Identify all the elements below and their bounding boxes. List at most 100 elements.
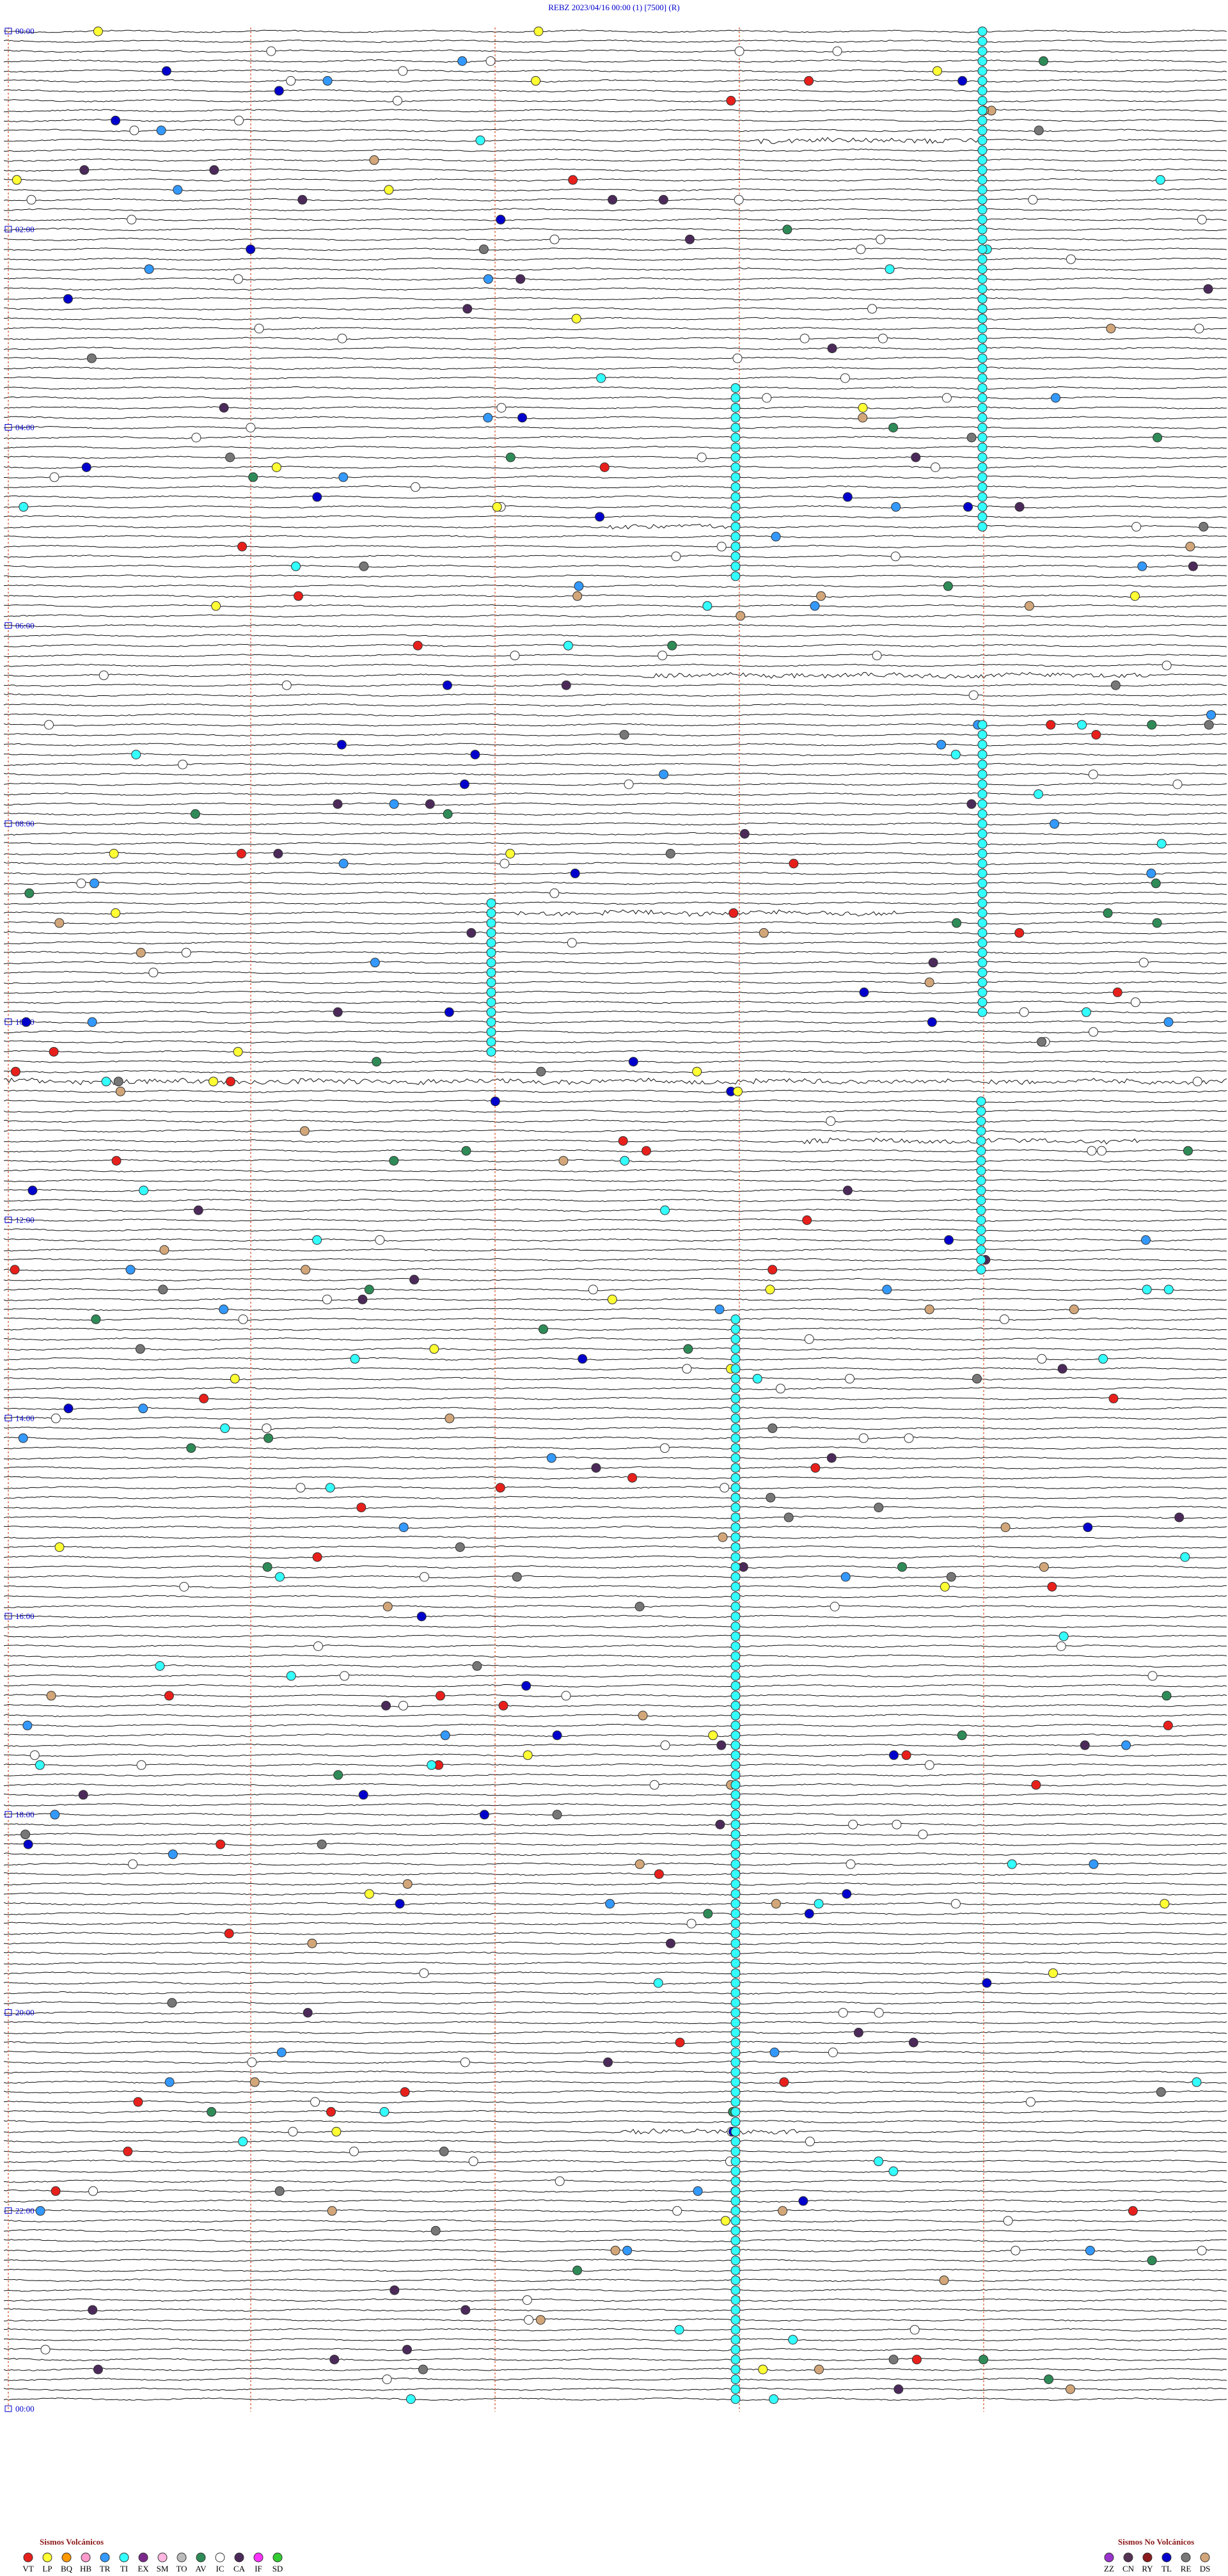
event-marker (1131, 521, 1142, 532)
seismic-trace (3, 1505, 1227, 1510)
event-marker (977, 36, 988, 46)
event-marker (977, 56, 988, 66)
event-marker (758, 2364, 768, 2375)
seismic-trace (3, 909, 1227, 917)
event-marker (730, 2137, 741, 2147)
seismic-trace (3, 356, 1227, 360)
seismic-trace (3, 1258, 1227, 1262)
event-marker (686, 1918, 697, 1929)
event-marker (977, 809, 988, 819)
seismic-trace (3, 1426, 1227, 1430)
event-marker (927, 1017, 937, 1027)
event-marker (209, 1077, 218, 1087)
seismic-trace (3, 2120, 1227, 2124)
event-marker (730, 551, 741, 562)
event-marker (190, 809, 200, 819)
seismic-trace (3, 921, 1227, 925)
event-marker (155, 1661, 165, 1671)
event-marker (771, 1899, 781, 1909)
event-marker (1180, 1552, 1190, 1562)
event-marker (486, 1017, 496, 1027)
legend-swatch (272, 2552, 283, 2563)
seismic-trace (3, 2110, 1227, 2114)
event-marker (416, 1611, 427, 1622)
event-marker (486, 1027, 496, 1037)
event-marker (977, 947, 988, 958)
event-marker (928, 958, 938, 968)
event-marker (216, 1839, 226, 1849)
seismic-trace (3, 208, 1227, 212)
event-marker (322, 1294, 332, 1304)
event-marker (40, 2344, 51, 2355)
seismic-trace (3, 604, 1227, 608)
event-marker (940, 1582, 950, 1592)
seismic-trace (3, 2229, 1227, 2232)
event-marker (254, 324, 264, 334)
seismic-trace (3, 523, 1227, 530)
event-marker (730, 2305, 741, 2315)
event-marker (310, 2097, 320, 2107)
event-marker (286, 75, 296, 86)
event-marker (804, 1334, 814, 1344)
event-marker (337, 333, 347, 344)
seismic-trace (3, 683, 1227, 687)
seismic-trace (3, 2199, 1227, 2203)
event-marker (730, 2048, 741, 2057)
event-marker (273, 849, 283, 858)
seismic-trace (3, 1347, 1227, 1351)
seismic-trace (3, 1723, 1227, 1727)
event-marker (977, 462, 988, 472)
seismic-trace (3, 158, 1227, 162)
event-marker (49, 1047, 59, 1057)
event-marker (49, 472, 59, 482)
event-marker (736, 611, 746, 621)
seismic-trace (3, 763, 1227, 766)
event-marker (977, 373, 988, 383)
event-marker (730, 561, 741, 571)
event-marker (730, 1622, 741, 1631)
event-marker (976, 1156, 986, 1166)
event-marker (730, 1760, 741, 1770)
event-marker (888, 2355, 899, 2365)
event-marker (977, 294, 988, 304)
seismic-trace (3, 822, 1227, 826)
seismic-trace (3, 1218, 1227, 1222)
event-marker (1085, 2245, 1095, 2256)
event-marker (246, 423, 256, 432)
event-marker (977, 482, 988, 492)
legend-title: Sismos No Volcánicos (1118, 2537, 1194, 2547)
event-marker (26, 194, 36, 205)
seismic-trace (3, 1327, 1227, 1331)
seismic-trace (4, 2041, 1227, 2044)
event-marker (730, 1364, 741, 1374)
event-marker (1163, 1720, 1173, 1730)
time-label: 22:00 (15, 2206, 35, 2215)
event-marker (1141, 1235, 1151, 1245)
event-marker (730, 1602, 741, 1611)
seismic-trace (3, 1248, 1227, 1252)
event-marker (1160, 1899, 1170, 1909)
event-marker (977, 720, 988, 730)
event-marker (505, 452, 516, 462)
event-marker (977, 770, 988, 780)
event-marker (364, 1284, 374, 1295)
event-marker (288, 2126, 298, 2137)
event-marker (440, 1730, 450, 1741)
event-marker (941, 393, 952, 403)
event-marker (653, 1978, 663, 1988)
event-marker (12, 175, 22, 185)
event-marker (1028, 194, 1038, 205)
event-marker (730, 1998, 741, 2008)
event-marker (943, 581, 953, 591)
event-marker (977, 86, 988, 96)
event-marker (420, 1572, 429, 1582)
event-marker (730, 2275, 741, 2286)
event-marker (286, 1671, 296, 1681)
event-marker (977, 958, 988, 968)
legend-swatch (23, 2552, 33, 2563)
seismic-trace (3, 1149, 1227, 1153)
event-marker (88, 2305, 98, 2315)
event-marker (521, 1680, 531, 1691)
event-marker (950, 1899, 961, 1909)
event-marker (730, 541, 741, 551)
